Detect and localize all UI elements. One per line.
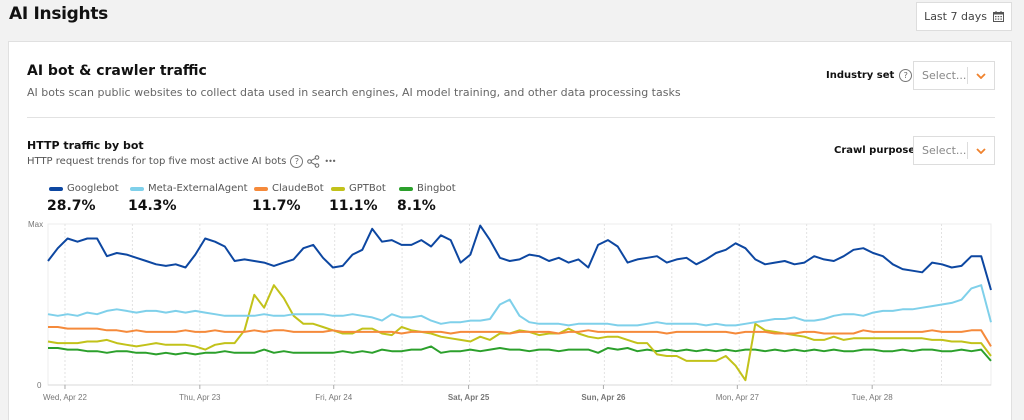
legend-share: 28.7% [47,198,96,214]
x-tick-label: Sun, Apr 26 [581,393,626,402]
crawl-purpose-placeholder: Select... [922,144,967,157]
date-range-label: Last 7 days [924,10,987,23]
panel-title: HTTP traffic by bot [27,139,144,152]
series-line-googlebot [47,224,992,291]
ai-bot-traffic-card: AI bot & crawler traffic AI bots scan pu… [8,41,1012,420]
series-line-claudebot [48,326,992,347]
industry-set-label: Industry set ? [826,69,913,82]
legend-swatch [130,186,144,191]
crawl-purpose-label: Crawl purpose [834,145,916,156]
legend-swatch [331,186,345,191]
x-tick-label: Tue, Apr 28 [852,393,894,402]
chevron-down-icon [968,147,994,154]
legend-share: 11.1% [329,198,378,214]
legend-share: 14.3% [128,198,177,214]
chart-legend: Googlebot 28.7% Meta-ExternalAgent 14.3%… [47,183,469,214]
legend-item-meta-externalagent[interactable]: Meta-ExternalAgent 14.3% [128,183,254,214]
legend-label: ClaudeBot [272,183,324,194]
help-icon[interactable]: ? [899,69,913,82]
x-tick-label: Sat, Apr 25 [448,393,490,402]
legend-swatch [254,186,268,191]
y-tick-label-max: Max [28,220,43,229]
legend-item-gptbot[interactable]: GPTBot 11.1% [329,183,399,214]
legend-label: Googlebot [67,183,119,194]
series-line-meta-externalagent [47,284,992,327]
select-separator [967,67,968,84]
more-options-icon[interactable]: ••• [324,157,336,166]
date-range-button[interactable]: Last 7 days [916,2,1012,31]
legend-label: Meta-ExternalAgent [148,183,248,194]
panel-description-row: HTTP request trends for top five most ac… [27,155,337,168]
legend-item-claudebot[interactable]: ClaudeBot 11.7% [252,183,331,214]
legend-label: Bingbot [417,183,456,194]
calendar-icon [992,11,1004,22]
section-title: AI bot & crawler traffic [27,63,207,79]
legend-swatch [399,186,413,191]
industry-set-select[interactable]: Select... [913,61,995,90]
industry-set-placeholder: Select... [922,69,967,82]
legend-item-googlebot[interactable]: Googlebot 28.7% [47,183,130,214]
legend-swatch [49,186,63,191]
crawl-purpose-select[interactable]: Select... [913,136,995,165]
section-description: AI bots scan public websites to collect … [27,86,681,99]
x-tick-label: Fri, Apr 24 [315,393,352,402]
legend-label: GPTBot [349,183,386,194]
legend-share: 11.7% [252,198,301,214]
plot-frame [47,223,992,386]
series-line-gptbot [47,284,992,382]
series-line-bingbot [48,345,992,362]
y-tick-label-zero: 0 [37,381,42,390]
legend-share: 8.1% [397,198,436,214]
share-icon[interactable] [307,155,320,168]
page-title: AI Insights [9,4,108,24]
legend-item-bingbot[interactable]: Bingbot 8.1% [397,183,469,214]
section-divider [27,117,995,118]
chevron-down-icon [968,72,994,79]
industry-set-text: Industry set [826,70,895,81]
x-tick-label: Mon, Apr 27 [716,393,760,402]
x-tick-label: Thu, Apr 23 [179,393,221,402]
select-separator [967,142,968,159]
x-tick-label: Wed, Apr 22 [43,393,87,402]
panel-description: HTTP request trends for top five most ac… [27,156,287,167]
help-icon[interactable]: ? [290,155,304,168]
